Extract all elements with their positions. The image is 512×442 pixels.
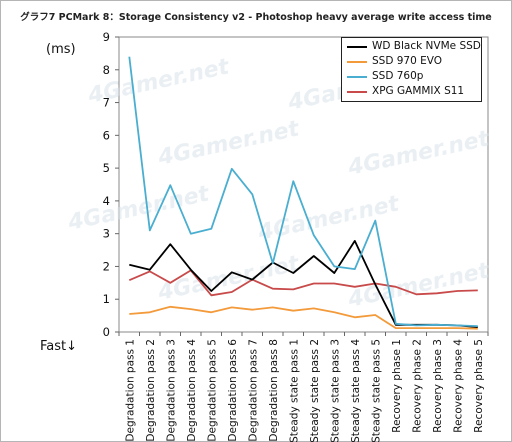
- legend-item: WD Black NVMe SSD: [342, 39, 481, 54]
- x-category-label: Steady state pass 3: [329, 339, 341, 442]
- fast-indicator-label: Fast↓: [40, 339, 78, 354]
- y-tick-label: 9: [103, 30, 110, 44]
- x-category-label: Recovery phase 2: [411, 339, 423, 433]
- y-tick-label: 7: [103, 96, 110, 110]
- series-line-ssd-760p: [128, 56, 478, 327]
- x-category-label: Steady state pass 2: [309, 339, 321, 442]
- legend-item: SSD 970 EVO: [342, 54, 481, 69]
- legend-label: WD Black NVMe SSD: [372, 40, 481, 52]
- y-tick-label: 4: [103, 194, 110, 208]
- series-lines: [128, 56, 478, 330]
- x-category-label: Degradation pass 2: [145, 339, 157, 442]
- y-tick-label: 2: [103, 259, 110, 273]
- y-tick-label: 3: [103, 227, 110, 241]
- x-category-label: Degradation pass 8: [268, 339, 280, 442]
- series-line-ssd-970-evo: [129, 305, 478, 330]
- x-category-label: Steady state pass 5: [370, 339, 382, 442]
- y-tick-label: 1: [103, 292, 110, 306]
- chart-legend: WD Black NVMe SSD SSD 970 EVO SSD 760p XPG …: [341, 37, 482, 102]
- x-category-label: Recovery phase 5: [473, 339, 485, 433]
- x-category-label: Degradation pass 3: [165, 339, 177, 442]
- legend-swatch: [347, 76, 367, 78]
- legend-label: SSD 970 EVO: [372, 55, 443, 67]
- legend-swatch: [347, 91, 367, 93]
- legend-label: SSD 760p: [372, 70, 424, 82]
- legend-item: XPG GAMMIX S11: [342, 84, 481, 99]
- x-category-label: Recovery phase 4: [452, 339, 464, 433]
- series-line-xpg-gammix-s11: [128, 269, 478, 297]
- legend-item: SSD 760p: [342, 69, 481, 84]
- x-category-label: Steady state pass 1: [288, 339, 300, 442]
- x-category-label: Degradation pass 6: [227, 339, 239, 442]
- x-category-label: Degradation pass 1: [124, 339, 136, 442]
- x-category-label: Recovery phase 1: [391, 339, 403, 433]
- x-axis-ticks: Degradation pass 1 Degradation pass 2 Degr…: [118, 332, 489, 442]
- x-category-label: Recovery phase 3: [432, 339, 444, 433]
- x-category-label: Degradation pass 7: [247, 339, 259, 442]
- legend-swatch: [347, 61, 367, 63]
- y-axis-ticks: 0 1 2 3 4 5 6 7 8 9: [103, 30, 119, 339]
- x-category-label: Steady state pass 4: [350, 339, 362, 442]
- y-tick-label: 6: [103, 128, 110, 142]
- y-tick-label: 8: [103, 63, 110, 77]
- y-tick-label: 0: [103, 325, 110, 339]
- y-tick-label: 5: [103, 161, 110, 175]
- legend-swatch: [347, 46, 367, 48]
- chart-title: グラフ7 PCMark 8：Storage Consistency v2 - P…: [20, 12, 492, 23]
- y-axis-unit-label: (ms): [46, 42, 76, 57]
- legend-label: XPG GAMMIX S11: [372, 85, 465, 97]
- x-category-label: Degradation pass 4: [186, 339, 198, 442]
- x-category-label: Degradation pass 5: [206, 339, 218, 442]
